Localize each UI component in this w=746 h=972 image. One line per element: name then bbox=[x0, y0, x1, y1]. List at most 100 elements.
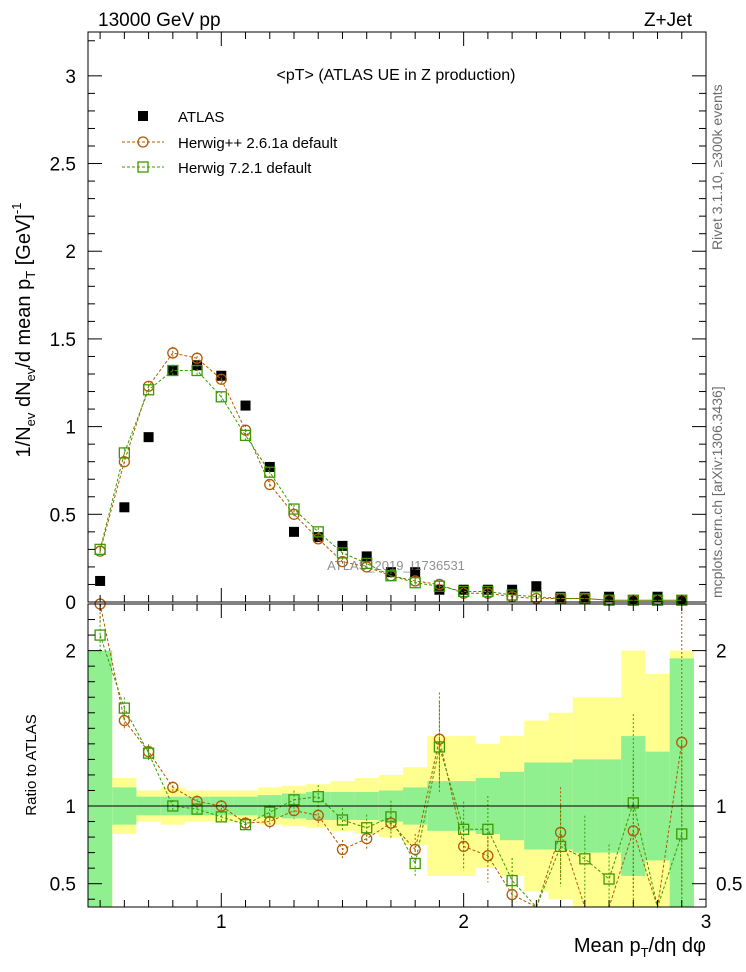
herwig7-ratio-point bbox=[457, 823, 470, 835]
herwig7-ratio-point bbox=[506, 874, 518, 887]
herwigpp-ratio-point bbox=[676, 736, 688, 748]
herwigpp-data-point bbox=[167, 347, 179, 359]
herwig7-ratio-point bbox=[336, 814, 349, 826]
atlas-data-point bbox=[361, 551, 372, 562]
atlas-data-point bbox=[143, 432, 154, 443]
svg-text:Ratio to ATLAS: Ratio to ATLAS bbox=[23, 714, 40, 815]
main-y-tick-label: 1 bbox=[65, 418, 76, 439]
x-tick-label: 2 bbox=[458, 912, 469, 933]
atlas-data-point bbox=[119, 502, 130, 513]
herwig7-data-point bbox=[288, 503, 300, 515]
herwig7-ratio-point bbox=[433, 741, 446, 753]
atlas-data-point bbox=[289, 526, 299, 537]
herwig7-data-point bbox=[554, 592, 567, 605]
herwig7-ratio-point bbox=[264, 806, 276, 818]
main-y-tick-label: 0 bbox=[65, 593, 76, 614]
herwig7-ratio-point bbox=[554, 840, 567, 853]
herwig7-data-point bbox=[94, 543, 106, 556]
atlas-data-point bbox=[240, 400, 251, 411]
herwig7-data-point bbox=[167, 364, 179, 377]
ratio-y-axis-title: Ratio to ATLAS bbox=[23, 714, 40, 815]
herwig7-data-point bbox=[191, 364, 203, 377]
x-tick-label: 1 bbox=[216, 912, 227, 933]
axes: 00.511.522.530.5 0.51 12 21 2 3 bbox=[50, 31, 742, 933]
legend-marker-herwig7 bbox=[137, 161, 149, 173]
herwigpp-ratio-point bbox=[167, 781, 179, 794]
herwig7-data-point bbox=[361, 557, 373, 570]
atlas-data-point bbox=[531, 581, 542, 592]
svg-text:1/Nev dNev/d mean pT [GeV]-1: 1/Nev dNev/d mean pT [GeV]-1 bbox=[9, 203, 38, 458]
herwig7-ratio-point bbox=[603, 873, 615, 885]
uncertainty-bands bbox=[88, 650, 694, 907]
herwig7-data-point bbox=[579, 592, 591, 605]
watermark-label: ATLAS_2019_I1736531 bbox=[327, 558, 465, 573]
herwigpp-ratio-point bbox=[264, 815, 276, 828]
herwig7-data-point bbox=[336, 547, 349, 559]
herwig7-ratio-point bbox=[482, 823, 494, 835]
legend-marker-herwigpp bbox=[137, 136, 149, 148]
legend-label-herwigpp: Herwig++ 2.6.1a default bbox=[178, 135, 338, 152]
rivet-info: Rivet 3.1.10, ≥300k events bbox=[709, 84, 725, 250]
herwig7-data-point bbox=[264, 466, 276, 478]
herwig7-ratio-point bbox=[191, 803, 203, 815]
herwig7-data-point bbox=[239, 429, 252, 442]
herwigpp-data-point bbox=[312, 533, 324, 545]
herwig7-ratio-point bbox=[215, 811, 227, 823]
herwig7-ratio-point bbox=[409, 857, 421, 870]
plot-title: <pT> (ATLAS UE in Z production) bbox=[277, 67, 516, 84]
herwig7-ratio-point bbox=[579, 853, 591, 865]
atlas-data-point bbox=[410, 567, 421, 578]
legend: ATLAS Herwig++ 2.6.1a default Herwig 7.2… bbox=[122, 109, 338, 177]
ratio-y-tick-label-right: 1 bbox=[716, 797, 727, 818]
herwig7-ratio-point bbox=[385, 811, 397, 823]
ratio-y-tick-label-right: 0.5 bbox=[716, 875, 742, 896]
main-frame bbox=[87, 31, 707, 603]
svg-text:Mean pT/dη dφ: Mean pT/dη dφ bbox=[574, 935, 706, 960]
atlas-data-point bbox=[95, 575, 106, 586]
herwig7-ratio-point bbox=[239, 818, 252, 831]
main-y-axis-title: 1/Nev dNev/d mean pT [GeV]-1 bbox=[9, 203, 38, 458]
herwig7-ratio-point bbox=[312, 791, 324, 803]
ratio-y-tick-label-right: 2 bbox=[716, 642, 727, 663]
herwig7-ratio-point bbox=[627, 797, 639, 809]
x-axis-title: Mean pT/dη dφ bbox=[574, 935, 706, 960]
herwig7-data-point bbox=[433, 580, 446, 592]
herwigpp-data-point bbox=[336, 556, 349, 568]
legend-marker-atlas bbox=[138, 111, 148, 121]
herwigpp-data-point bbox=[191, 352, 203, 364]
herwig7-ratio-point bbox=[142, 747, 155, 759]
herwig7-ratio-point bbox=[361, 822, 373, 834]
herwigpp-data-point bbox=[215, 373, 227, 385]
main-y-tick-label: 2 bbox=[65, 242, 76, 263]
energy-label: 13000 GeV pp bbox=[98, 10, 221, 31]
main-y-tick-label: 3 bbox=[65, 67, 76, 88]
herwig7-data-point bbox=[142, 384, 155, 396]
ratio-y-tick-label: 2 bbox=[65, 642, 76, 663]
ratio-frame bbox=[87, 603, 707, 908]
herwig7-data-point bbox=[118, 447, 131, 459]
herwig7-ratio-point bbox=[118, 702, 131, 714]
mcplots-info: mcplots.cern.ch [arXiv:1306.3436] bbox=[709, 386, 725, 598]
main-y-tick-label: 1.5 bbox=[50, 330, 76, 351]
herwig7-data-point bbox=[409, 577, 421, 589]
herwig7-ratio-point bbox=[676, 828, 688, 840]
herwig7-data-point bbox=[312, 526, 324, 538]
herwigpp-ratio-point bbox=[312, 809, 324, 821]
ratio-y-tick-label: 1 bbox=[65, 797, 76, 818]
herwigpp-ratio-point bbox=[336, 843, 349, 856]
main-y-tick-label: 0.5 bbox=[50, 505, 76, 526]
herwigpp-data-point bbox=[264, 478, 276, 491]
x-tick-label: 3 bbox=[701, 912, 712, 933]
herwigpp-ratio-point bbox=[118, 714, 131, 727]
atlas-data-point bbox=[216, 370, 227, 381]
process-label: Z+Jet bbox=[644, 10, 693, 31]
herwig7-ratio-point bbox=[94, 629, 106, 641]
herwig7-data-point bbox=[215, 391, 227, 403]
ratio-y-tick-label: 0.5 bbox=[50, 875, 76, 896]
legend-label-herwig7: Herwig 7.2.1 default bbox=[178, 160, 312, 177]
legend-label-atlas: ATLAS bbox=[178, 109, 224, 126]
atlas-data-point bbox=[337, 540, 348, 551]
herwigpp-ratio-point bbox=[361, 832, 373, 845]
herwig7-data-point bbox=[385, 570, 397, 582]
